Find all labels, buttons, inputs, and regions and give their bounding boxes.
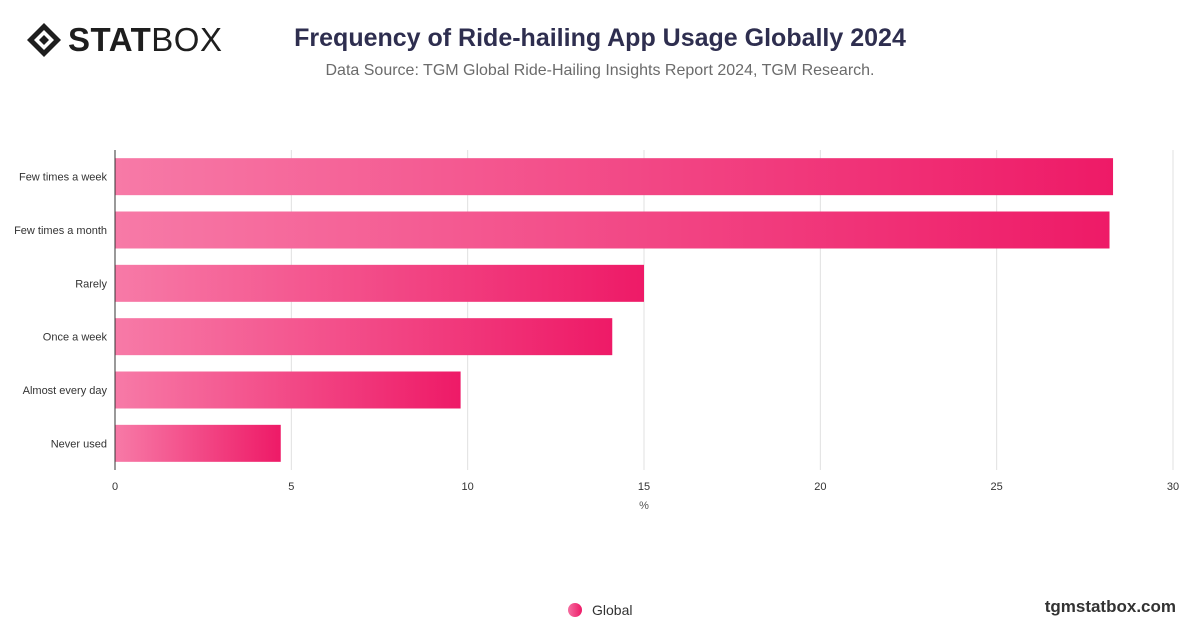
brand-url: tgmstatbox.com	[1044, 597, 1176, 616]
y-tick-label: Almost every day	[23, 385, 108, 397]
statbox-logo: STATBOX	[26, 22, 222, 58]
gridlines	[290, 150, 1174, 470]
x-tick-label: 25	[991, 481, 1003, 493]
x-tick-label: 10	[462, 481, 474, 493]
legend-marker	[568, 603, 582, 617]
legend-label: Global	[592, 602, 633, 618]
y-tick-label: Rarely	[75, 278, 107, 290]
chart-subtitle: Data Source: TGM Global Ride-Hailing Ins…	[325, 62, 875, 79]
logo-text-light: BOX	[151, 21, 223, 58]
x-tick-label: 15	[638, 481, 650, 493]
x-tick-label: 5	[288, 481, 294, 493]
bar	[115, 211, 1110, 249]
x-tick-label: 20	[814, 481, 826, 493]
y-tick-label: Once a week	[43, 332, 108, 344]
statbox-logo-icon	[27, 23, 61, 57]
logo-text-bold: STAT	[68, 21, 152, 58]
x-tick-label: 30	[1167, 481, 1179, 493]
bar	[115, 158, 1114, 196]
chart-title: Frequency of Ride-hailing App Usage Glob…	[294, 24, 906, 52]
bar	[115, 371, 461, 409]
bar	[115, 318, 613, 356]
y-tick-label: Few times a week	[19, 172, 108, 184]
y-tick-label: Never used	[51, 438, 107, 450]
axes: 0 5 10 15 20 25 30% Few times a week Few times a…	[14, 150, 1179, 512]
x-axis-label: %	[639, 500, 649, 512]
bars	[115, 158, 1114, 462]
x-tick-label: 0	[112, 481, 118, 493]
bar	[115, 264, 644, 302]
y-tick-label: Few times a month	[14, 225, 107, 237]
legend[interactable]: Global	[568, 602, 632, 618]
logo-wordmark: STATBOX	[68, 22, 222, 58]
bar	[115, 424, 281, 462]
